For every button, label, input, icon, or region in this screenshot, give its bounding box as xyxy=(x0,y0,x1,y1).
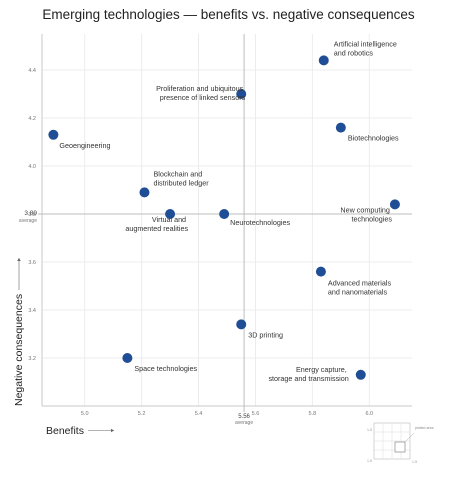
point-label: Neurotechnologies xyxy=(230,218,290,227)
point-label: Geoengineering xyxy=(59,141,110,150)
data-point xyxy=(219,209,230,219)
average-x-sublabel: average xyxy=(235,420,253,426)
point-label: Biotechnologies xyxy=(348,134,399,143)
y-tick-label: 4.4 xyxy=(28,68,36,74)
inset-leader xyxy=(404,432,415,443)
data-point xyxy=(139,187,150,198)
y-tick-label: 3.4 xyxy=(28,308,36,314)
y-tick-label: 3.2 xyxy=(28,356,36,362)
data-point xyxy=(389,199,400,210)
x-tick-label: 5.2 xyxy=(138,411,146,417)
point-label: Space technologies xyxy=(134,364,197,373)
inset-plotted-area xyxy=(394,441,406,453)
data-point xyxy=(165,209,176,219)
x-tick-label: 5.0 xyxy=(81,411,89,417)
point-label: 3D printing xyxy=(248,330,283,339)
x-tick-label: 5.4 xyxy=(195,411,203,417)
chart-title: Emerging technologies — benefits vs. neg… xyxy=(42,7,415,22)
y-tick-label: 4.2 xyxy=(28,116,36,122)
average-y-sublabel: average xyxy=(19,218,37,224)
x-axis-arrowhead xyxy=(111,428,114,433)
point-label: Advanced materials and nanomaterials xyxy=(328,279,393,297)
x-axis-title: Benefits xyxy=(46,425,84,437)
data-point xyxy=(355,369,366,380)
point-label: Virtual and augmented realities xyxy=(125,215,188,233)
average-y-value: 3.80 xyxy=(24,210,37,217)
y-tick-label: 3.8 xyxy=(28,212,36,218)
x-tick-label: 5.8 xyxy=(309,411,317,417)
point-label: Blockchain and distributed ledger xyxy=(153,169,209,187)
data-point xyxy=(236,319,247,330)
y-axis-arrowhead xyxy=(17,258,21,261)
inset-tick: 1-5 xyxy=(367,428,372,432)
y-axis-title: Negative consequences xyxy=(13,294,25,406)
data-point xyxy=(335,122,346,133)
data-point xyxy=(48,129,59,140)
point-label: Proliferation and ubiquitous presence of… xyxy=(156,84,246,102)
point-label: Artificial intelligence and robotics xyxy=(334,39,399,57)
y-tick-label: 3.6 xyxy=(28,260,36,266)
inset-tick: 1-5 xyxy=(412,460,417,464)
y-tick-label: 4.0 xyxy=(28,164,36,170)
inset-tick: 1-5 xyxy=(367,459,372,463)
inset-label: plotted area xyxy=(415,426,434,430)
data-point xyxy=(122,353,133,363)
data-point xyxy=(318,55,329,66)
point-label: Energy capture, storage and transmission xyxy=(268,365,348,383)
average-x-value: 5.56 xyxy=(238,414,250,420)
data-point xyxy=(315,266,326,277)
x-tick-label: 5.6 xyxy=(252,411,260,417)
point-label: New computing technologies xyxy=(340,205,392,223)
data-point xyxy=(236,89,247,99)
x-tick-label: 6.0 xyxy=(365,411,373,417)
